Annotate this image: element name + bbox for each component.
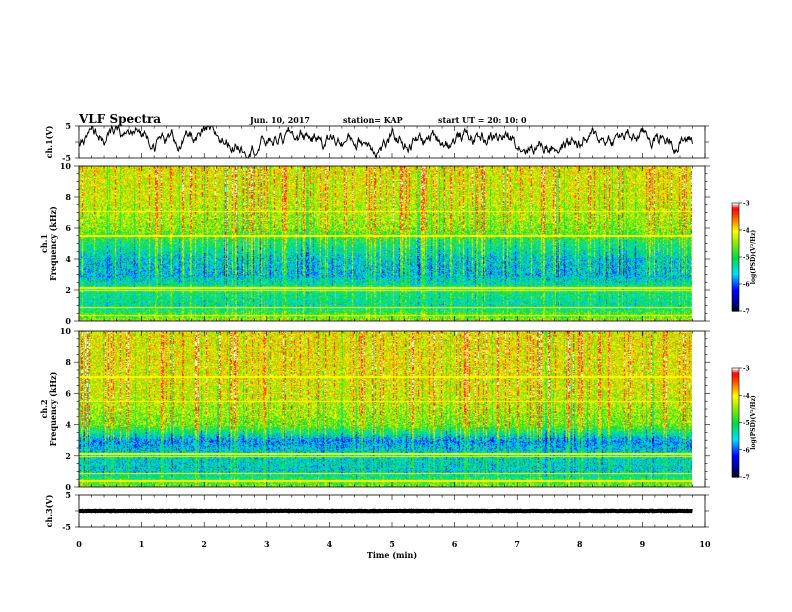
x-tick-label: 9: [640, 539, 646, 549]
colorbar-tick-label: -7: [743, 309, 750, 316]
ch2-spectrogram: [79, 331, 692, 487]
y-tick-label: 6: [65, 223, 71, 233]
y-axis-label: Frequency (kHz): [48, 206, 58, 281]
colorbar-tick-label: -3: [743, 201, 750, 208]
y-axis-label-channel: ch.1: [39, 234, 49, 253]
y-tick-label: 5: [65, 490, 71, 500]
colorbar-tick-label: -3: [743, 366, 750, 373]
y-tick-label: 10: [60, 326, 72, 336]
x-axis-label: Time (min): [367, 550, 417, 560]
y-tick-label: -5: [62, 153, 71, 163]
y-tick-label: 0: [65, 482, 71, 492]
y-axis-label: ch.1(V): [44, 125, 54, 158]
y-tick-label: 8: [65, 357, 71, 367]
chart-title: VLF Spectra: [79, 112, 162, 126]
ch1-waveform: [78, 124, 693, 160]
x-tick-label: 6: [452, 539, 458, 549]
y-tick-label: 4: [65, 420, 71, 430]
colorbar-label: log(PSD)(V²/Hz): [750, 395, 757, 450]
x-tick-label: 2: [201, 539, 207, 549]
y-tick-label: -5: [62, 522, 71, 532]
colorbar-tick-label: -5: [743, 420, 750, 427]
station-label: station= KAP: [343, 115, 403, 125]
x-tick-label: 3: [264, 539, 270, 549]
y-axis-label-channel: ch.2: [39, 399, 49, 418]
y-tick-label: 5: [65, 121, 71, 131]
y-tick-label: 2: [65, 285, 71, 295]
y-tick-label: 10: [60, 161, 72, 171]
x-tick-label: 7: [514, 539, 520, 549]
x-tick-label: 10: [699, 539, 711, 549]
colorbar-tick-label: -4: [743, 228, 750, 235]
colorbar-tick-label: -6: [743, 282, 750, 289]
colorbar: -3 -4 -5 -6 -7 log(PSD)(V²/Hz): [731, 201, 757, 316]
y-tick-label: 8: [65, 192, 71, 202]
y-axis-label: ch.3(V): [44, 494, 54, 527]
date-label: Jun. 10, 2017: [250, 115, 310, 125]
colorbar: -3 -4 -5 -6 -7 log(PSD)(V²/Hz): [731, 366, 757, 482]
x-tick-label: 4: [327, 539, 333, 549]
colorbar-tick-label: -6: [743, 447, 750, 454]
colorbar-tick-label: -7: [743, 475, 750, 482]
y-tick-label: 6: [65, 388, 71, 398]
x-tick-label: 0: [76, 539, 82, 549]
y-tick-label: 2: [65, 451, 71, 461]
start-time-label: start UT = 20: 10: 0: [438, 115, 527, 125]
y-axis-label: Frequency (kHz): [48, 371, 58, 446]
x-tick-label: 8: [577, 539, 583, 549]
colorbar-label: log(PSD)(V²/Hz): [750, 230, 757, 285]
x-tick-label: 5: [389, 539, 395, 549]
y-tick-label: 4: [65, 254, 71, 264]
x-tick-label: 1: [139, 539, 145, 549]
colorbar-tick-label: -4: [743, 393, 750, 400]
ch1-spectrogram: [79, 166, 692, 321]
y-tick-label: 0: [65, 316, 71, 326]
colorbar-tick-label: -5: [743, 255, 750, 262]
